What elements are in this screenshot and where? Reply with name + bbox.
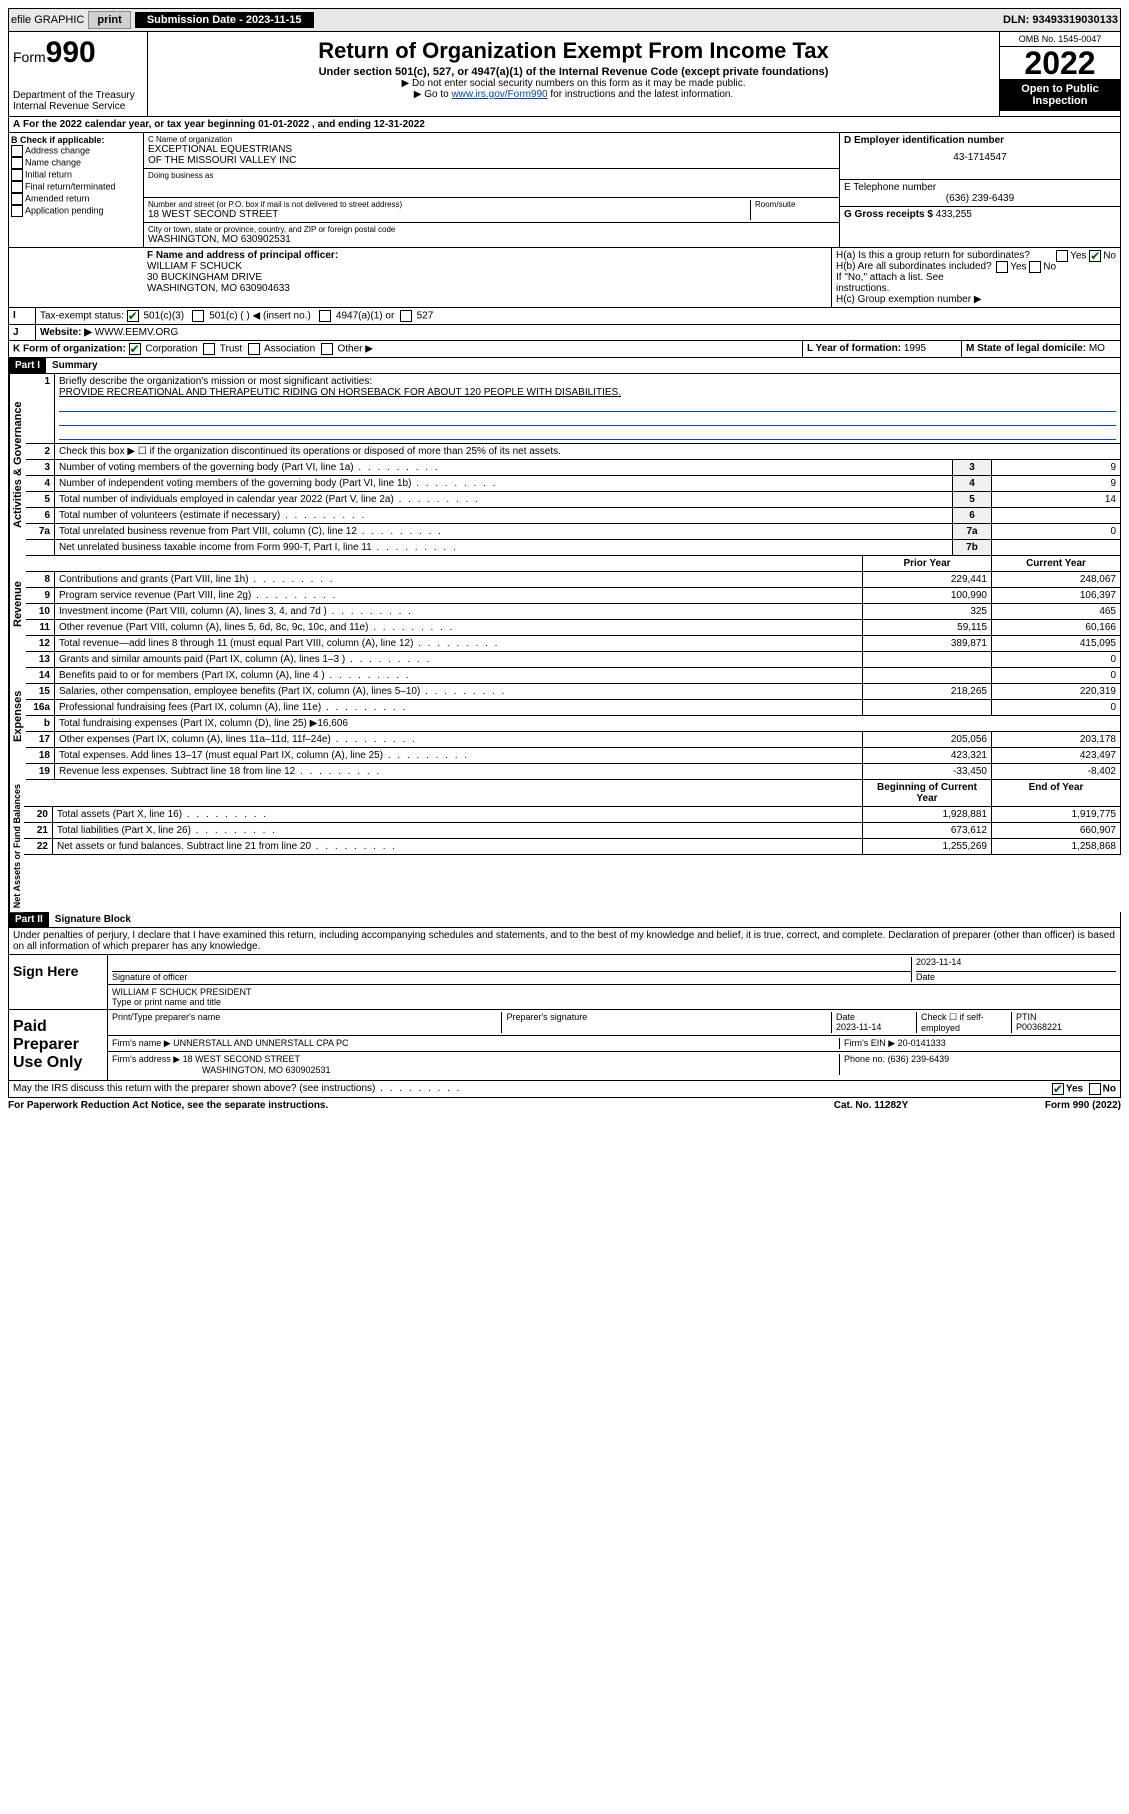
cb-final-return[interactable]: Final return/terminated xyxy=(11,181,141,193)
irs-label: Internal Revenue Service xyxy=(13,101,143,112)
cb-initial-return[interactable]: Initial return xyxy=(11,169,141,181)
box-d-e-g: D Employer identification number 43-1714… xyxy=(840,133,1120,247)
revenue-section: Revenue Prior Year Current Year 8Contrib… xyxy=(8,556,1121,652)
preparer-phone: (636) 239-6439 xyxy=(888,1054,950,1064)
officer-group-block: F Name and address of principal officer:… xyxy=(8,248,1121,308)
box-h: H(a) Is this a group return for subordin… xyxy=(832,248,1120,307)
dln-number: DLN: 93493319030133 xyxy=(1003,14,1118,26)
netassets-section: Net Assets or Fund Balances Beginning of… xyxy=(8,780,1121,912)
revenue-label: Revenue xyxy=(9,556,26,652)
mission-text: PROVIDE RECREATIONAL AND THERAPEUTIC RID… xyxy=(59,387,621,398)
submission-date: Submission Date - 2023-11-15 xyxy=(135,12,314,28)
top-toolbar: efile GRAPHIC print Submission Date - 20… xyxy=(8,8,1121,32)
part2-header: Part II Signature Block xyxy=(8,912,1121,928)
ein: 43-1714547 xyxy=(844,152,1116,163)
expenses-label: Expenses xyxy=(9,652,26,780)
firm-name: UNNERSTALL AND UNNERSTALL CPA PC xyxy=(173,1038,348,1048)
form-subtitle: Under section 501(c), 527, or 4947(a)(1)… xyxy=(152,66,995,78)
website-row: J Website: ▶ WWW.EEMV.ORG xyxy=(8,325,1121,341)
cb-527[interactable] xyxy=(400,310,412,322)
open-inspection: Open to Public Inspection xyxy=(1000,79,1120,111)
year-formation: 1995 xyxy=(904,343,926,354)
box-b: B Check if applicable: Address change Na… xyxy=(9,133,144,247)
cb-other[interactable] xyxy=(321,343,333,355)
tax-status-row: I Tax-exempt status: 501(c)(3) 501(c) ( … xyxy=(8,308,1121,325)
governance-section: Activities & Governance 1 Briefly descri… xyxy=(8,374,1121,556)
form-title: Return of Organization Exempt From Incom… xyxy=(152,38,995,64)
cb-501c3[interactable] xyxy=(127,310,139,322)
phone: (636) 239-6439 xyxy=(844,193,1116,204)
org-name-1: EXCEPTIONAL EQUESTRIANS xyxy=(148,144,835,155)
ptin: P00368221 xyxy=(1016,1022,1062,1032)
cb-app-pending[interactable]: Application pending xyxy=(11,205,141,217)
netassets-label: Net Assets or Fund Balances xyxy=(9,780,24,912)
declaration: Under penalties of perjury, I declare th… xyxy=(8,928,1121,955)
print-button[interactable]: print xyxy=(88,11,130,29)
cb-501c[interactable] xyxy=(192,310,204,322)
state-domicile: MO xyxy=(1089,343,1105,354)
cb-4947[interactable] xyxy=(319,310,331,322)
cb-address-change[interactable]: Address change xyxy=(11,145,141,157)
cb-assoc[interactable] xyxy=(248,343,260,355)
footer: For Paperwork Reduction Act Notice, see … xyxy=(8,1098,1121,1113)
form-header: Form990 Department of the Treasury Inter… xyxy=(8,32,1121,117)
firm-ein: 20-0141333 xyxy=(898,1038,946,1048)
expenses-section: Expenses 13Grants and similar amounts pa… xyxy=(8,652,1121,780)
cb-trust[interactable] xyxy=(203,343,215,355)
officer-name: WILLIAM F SCHUCK xyxy=(147,261,242,272)
form-org-row: K Form of organization: Corporation Trus… xyxy=(8,341,1121,358)
efile-label: efile GRAPHIC xyxy=(11,14,84,26)
cb-discuss-no[interactable] xyxy=(1089,1083,1101,1095)
box-f: F Name and address of principal officer:… xyxy=(143,248,832,307)
website: WWW.EEMV.ORG xyxy=(95,327,179,338)
governance-label: Activities & Governance xyxy=(9,374,26,556)
form-number: 990 xyxy=(46,36,96,69)
preparer-block: Paid Preparer Use Only Print/Type prepar… xyxy=(8,1010,1121,1081)
tax-year: 2022 xyxy=(1000,47,1120,79)
cb-name-change[interactable]: Name change xyxy=(11,157,141,169)
street-address: 18 WEST SECOND STREET xyxy=(148,209,278,220)
part1-header: Part I Summary xyxy=(8,358,1121,374)
gross-receipts: 433,255 xyxy=(936,209,972,220)
discuss-row: May the IRS discuss this return with the… xyxy=(8,1081,1121,1098)
header-note2: ▶ Go to www.irs.gov/Form990 for instruct… xyxy=(152,89,995,100)
irs-link[interactable]: www.irs.gov/Form990 xyxy=(451,89,547,100)
period-row: A For the 2022 calendar year, or tax yea… xyxy=(8,117,1121,133)
sign-block: Sign Here Signature of officer 2023-11-1… xyxy=(8,955,1121,1010)
cb-corp[interactable] xyxy=(129,343,141,355)
dept-label: Department of the Treasury xyxy=(13,90,143,101)
org-name-2: OF THE MISSOURI VALLEY INC xyxy=(148,155,835,166)
city-state-zip: WASHINGTON, MO 630902531 xyxy=(148,234,835,245)
entity-block: B Check if applicable: Address change Na… xyxy=(8,133,1121,248)
box-c: C Name of organization EXCEPTIONAL EQUES… xyxy=(144,133,840,247)
cb-amended[interactable]: Amended return xyxy=(11,193,141,205)
header-note1: ▶ Do not enter social security numbers o… xyxy=(152,78,995,89)
sign-date: 2023-11-14 xyxy=(916,957,1116,972)
cb-discuss-yes[interactable] xyxy=(1052,1083,1064,1095)
form-label: Form xyxy=(13,49,46,65)
officer-signed-name: WILLIAM F SCHUCK PRESIDENT xyxy=(112,987,1116,997)
